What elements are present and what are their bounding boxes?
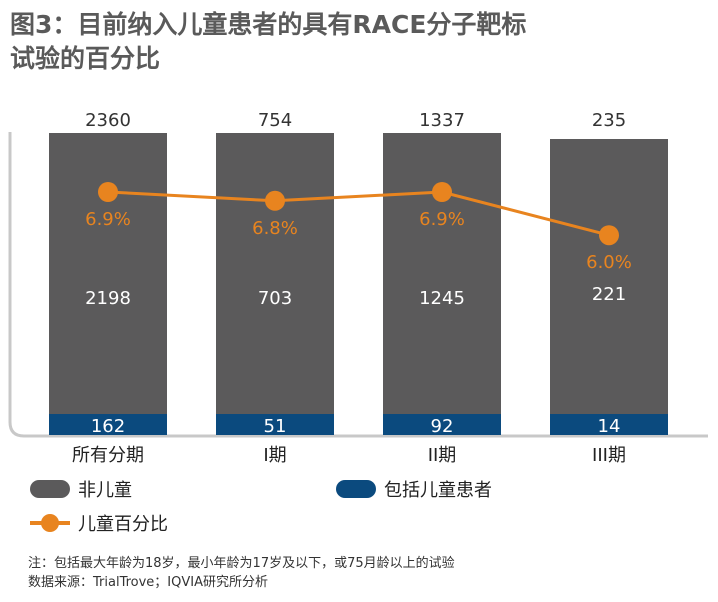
child-pct-line	[107, 190, 610, 237]
chart-title-line1: 图3：目前纳入儿童患者的具有RACE分子靶标	[10, 10, 527, 39]
child-pct-point	[98, 182, 118, 202]
child-pct-point	[432, 182, 452, 202]
category-label: II期	[428, 445, 457, 466]
child-pct-point	[599, 225, 619, 246]
child-pct-point	[265, 190, 285, 211]
with-child-value-label: 14	[598, 416, 621, 437]
legend-label-child-pct: 儿童百分比	[78, 514, 168, 535]
non-child-value-label: 221	[592, 284, 626, 305]
bar-non-child	[216, 133, 334, 414]
legend-item-non-child: 非儿童	[30, 476, 132, 502]
category-label: I期	[263, 445, 286, 466]
child-pct-label: 6.8%	[252, 218, 298, 239]
chart-title: 图3：目前纳入儿童患者的具有RACE分子靶标 试验的百分比	[10, 8, 710, 76]
legend-label-with-child: 包括儿童患者	[384, 480, 492, 501]
total-label: 754	[258, 110, 292, 131]
with-child-value-label: 162	[91, 416, 125, 437]
note-line: 注：包括最大年龄为18岁，最小年龄为17岁及以下，或75月龄以上的试验	[28, 556, 455, 571]
legend-item-child-pct: 儿童百分比	[30, 510, 168, 536]
bar-with-child	[383, 414, 501, 435]
bar-with-child	[49, 414, 167, 435]
total-label: 235	[592, 110, 626, 131]
bar-with-child	[216, 414, 334, 435]
with-child-value-label: 92	[431, 416, 454, 437]
legend-swatch-non-child	[30, 480, 70, 498]
child-pct-label: 6.0%	[586, 252, 632, 273]
legend-label-non-child: 非儿童	[78, 480, 132, 501]
bar-non-child	[383, 133, 501, 414]
chart-frame	[8, 132, 708, 438]
non-child-value-label: 2198	[85, 288, 131, 309]
source-line: 数据来源：TrialTrove；IQVIA研究所分析	[28, 575, 268, 590]
legend-swatch-child-pct	[30, 514, 70, 532]
bar-non-child	[49, 133, 167, 414]
category-label: III期	[592, 445, 626, 466]
total-label: 2360	[85, 110, 131, 131]
chart-title-line2: 试验的百分比	[10, 44, 161, 73]
bar-non-child	[550, 139, 668, 414]
non-child-value-label: 703	[258, 288, 292, 309]
legend-item-with-child: 包括儿童患者	[336, 476, 492, 502]
child-pct-label: 6.9%	[85, 209, 131, 230]
child-pct-label: 6.9%	[419, 209, 465, 230]
legend-swatch-with-child	[336, 480, 376, 498]
bar-with-child	[550, 414, 668, 435]
non-child-value-label: 1245	[419, 288, 465, 309]
notes: 注：包括最大年龄为18岁，最小年龄为17岁及以下，或75月龄以上的试验 数据来源…	[28, 554, 455, 592]
category-label: 所有分期	[72, 445, 144, 466]
with-child-value-label: 51	[264, 416, 287, 437]
total-label: 1337	[419, 110, 465, 131]
